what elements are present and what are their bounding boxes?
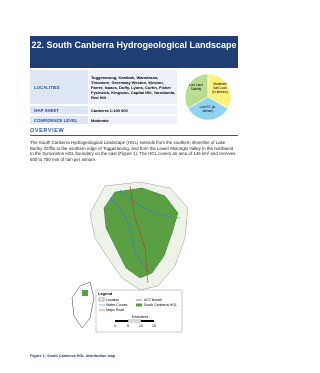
segment-label: Low EC (in-stream)	[199, 105, 217, 113]
segment-label: Low Land Salinity	[189, 83, 203, 91]
rule	[30, 135, 238, 136]
hgl-area	[103, 187, 179, 279]
legend-item: Water Course	[106, 303, 128, 307]
legend-item: South Canberra HGL	[144, 303, 177, 307]
inset-location	[82, 290, 88, 296]
legend-box	[95, 289, 183, 333]
paragraph: The South Canberra Hydrogeological Lands…	[30, 140, 236, 162]
legend-title: Legend	[98, 291, 113, 296]
row-label: CONFIDENCE LEVEL	[30, 116, 88, 124]
page: 22. South Canberra Hydrogeological Lands…	[30, 36, 238, 358]
scale-tick: 5	[127, 324, 129, 328]
section-heading: OVERVIEW	[30, 128, 65, 134]
scale-tick: 0	[114, 324, 116, 328]
legend-item: Location	[106, 298, 119, 302]
legend-swatch	[136, 303, 142, 307]
segment	[187, 96, 229, 121]
row-value: Canberra 1:100 000	[89, 106, 177, 114]
major-road	[129, 185, 149, 284]
row-label: MAP SHEET	[30, 106, 88, 114]
legend-item: ACT Border	[144, 298, 163, 302]
scale-bar	[141, 320, 154, 322]
row-value: Tuggeranong, Kambah, Wanniassa, Theodore…	[89, 70, 177, 104]
legend-swatch	[98, 297, 105, 302]
scale-tick: 15	[152, 324, 156, 328]
scale-bar	[127, 319, 142, 323]
water-course	[119, 189, 181, 219]
legend-item: Major Road	[106, 308, 124, 312]
scale-tick: 10	[139, 324, 143, 328]
scale-title: Kilometres	[132, 315, 149, 319]
scale-bar	[115, 320, 128, 322]
segment	[184, 73, 209, 109]
segment	[207, 73, 232, 109]
row-label: LOCALITIES	[30, 70, 88, 104]
caption: Figure 1: South Canberra HGL distributio…	[30, 354, 116, 358]
row-value: Moderate	[89, 116, 177, 124]
act-inset	[71, 281, 95, 329]
segment-label: Moderate Salt Load (in-stream)	[212, 82, 228, 94]
title-banner: 22. South Canberra Hydrogeological Lands…	[30, 36, 238, 68]
salinity-diagram: Low Land Salinity Moderate Salt Load (in…	[184, 73, 232, 121]
title: 22. South Canberra Hydrogeological Lands…	[31, 40, 237, 50]
water-course	[109, 197, 151, 274]
map: Legend Location ACT Border Water Course …	[71, 181, 189, 333]
